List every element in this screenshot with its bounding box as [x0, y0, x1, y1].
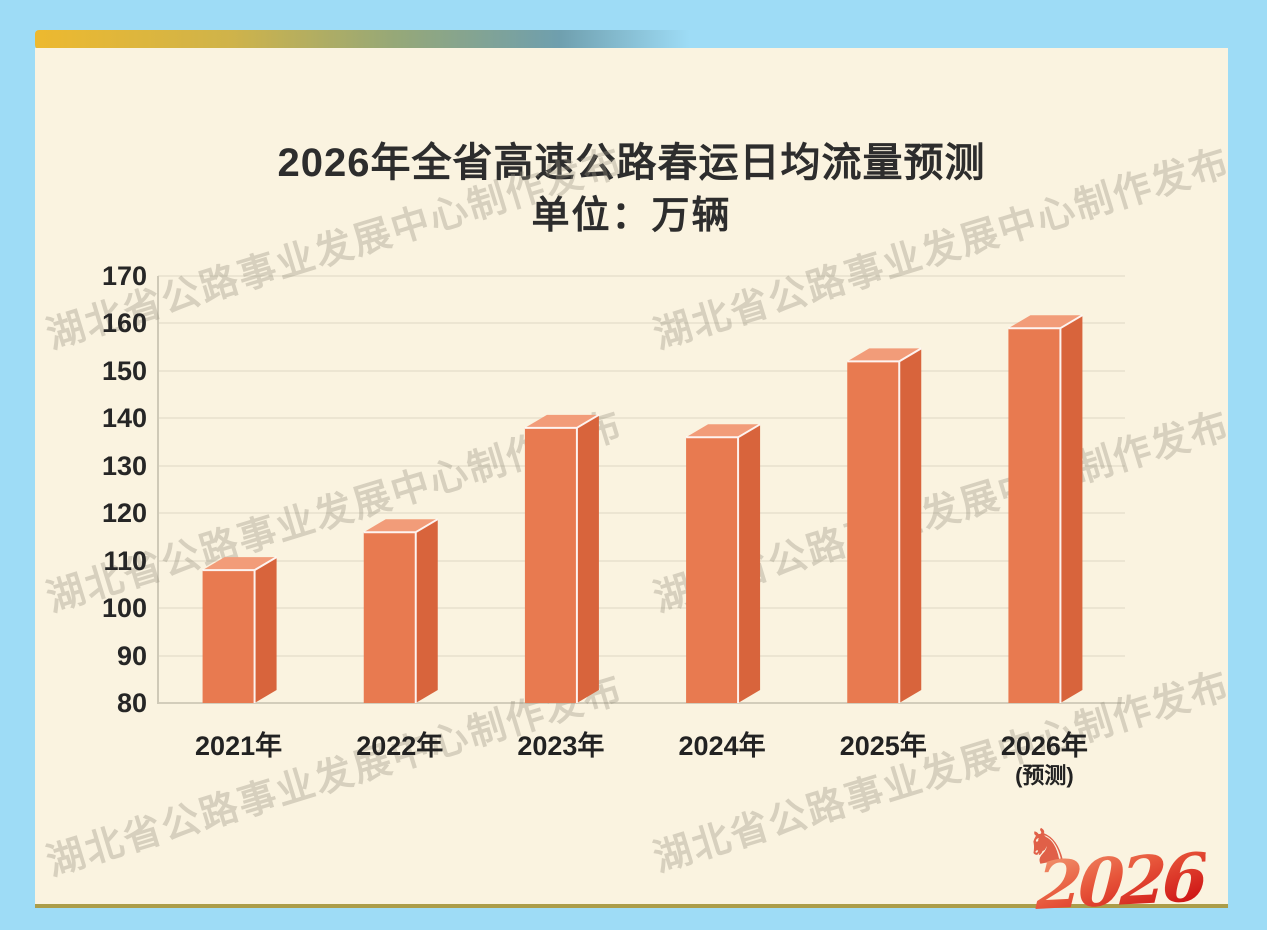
x-tick-note: (预测) — [1015, 763, 1074, 788]
y-tick-label: 160 — [101, 308, 147, 339]
logo-2026: ♞ 2026 — [1020, 815, 1238, 944]
y-tick-label: 150 — [101, 355, 147, 386]
gridline — [158, 512, 1125, 515]
x-tick-label: 2026年 (预测) — [964, 724, 1124, 789]
gridline — [158, 369, 1125, 372]
y-tick-label: 110 — [103, 545, 147, 576]
y-tick-label: 170 — [101, 261, 147, 291]
bar-2026年 — [1008, 314, 1083, 703]
chart-unit-label: 单位：万辆 — [531, 195, 732, 237]
logo-2026-text: 2026 — [1034, 837, 1207, 926]
x-tick-label: 2025年 — [839, 731, 927, 761]
gridline — [158, 275, 1125, 277]
top-ribbon — [35, 30, 690, 49]
x-tick-label: 2023年 — [517, 731, 605, 761]
y-tick-label: 100 — [101, 593, 147, 624]
bar-2021年 — [202, 556, 278, 703]
gridline — [158, 607, 1125, 610]
y-tick-label: 140 — [101, 403, 147, 434]
gridline — [158, 559, 1125, 562]
chart-title: 2026年全省高速公路春运日均流量预测 — [277, 141, 986, 185]
gridline — [158, 654, 1125, 657]
bar-2022年 — [363, 518, 439, 703]
bar-chart: 80 90 100 110 120 130 140 150 160 170 2021年 2022年 20… — [35, 48, 1228, 904]
y-tick-label: 80 — [116, 688, 147, 718]
x-tick-label: 2022年 — [356, 731, 444, 761]
y-axis-line — [157, 276, 159, 704]
gridline — [158, 464, 1125, 467]
bar-2025年 — [847, 347, 922, 703]
y-tick-label: 90 — [116, 640, 147, 671]
gridline — [158, 417, 1125, 420]
gridline — [158, 322, 1125, 325]
x-tick-label: 2021年 — [195, 731, 283, 761]
chart-card: 湖北省公路事业发展中心制作发布 湖北省公路事业发展中心制作发布 湖北省公路事业发… — [35, 48, 1235, 925]
y-tick-label: 130 — [101, 450, 147, 481]
gridline — [158, 702, 1125, 704]
y-tick-label: 120 — [101, 498, 147, 529]
x-tick-label: 2024年 — [678, 731, 766, 761]
